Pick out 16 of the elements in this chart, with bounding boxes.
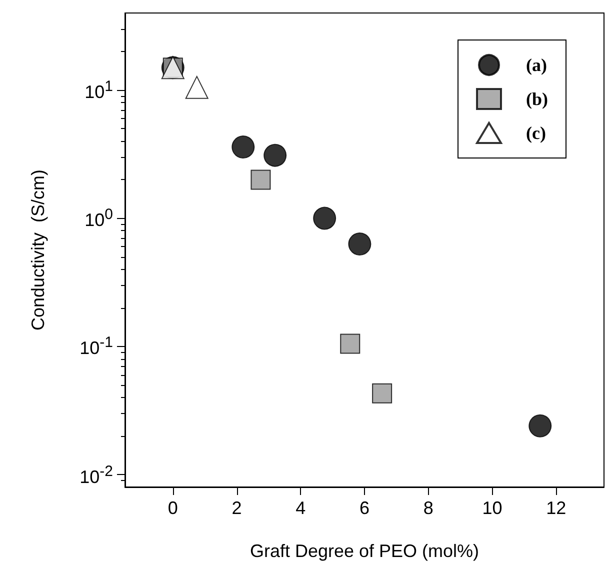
x-tick-label: 6 (359, 498, 370, 518)
y-tick-label: 10$^{0}$ (84, 206, 113, 230)
x-tick-label: 2 (232, 498, 242, 518)
legend-label: (c) (526, 123, 546, 143)
y-axis-title: Conductivity (S/cm) (28, 169, 48, 331)
legend-label: (a) (526, 55, 547, 75)
y-tick-label: 10$^{1}$ (84, 78, 113, 102)
legend-label: (b) (526, 89, 548, 109)
y-tick-label: 10$^{-2}$ (80, 462, 113, 487)
x-tick-label: 8 (423, 498, 434, 518)
x-tick-label: 0 (168, 498, 178, 518)
x-axis-title: Graft Degree of PEO (mol%) (250, 541, 480, 561)
x-tick-label: 10 (482, 498, 502, 518)
y-tick-label: 10$^{-1}$ (80, 334, 113, 358)
x-tick-label: 12 (546, 498, 566, 518)
x-tick-label: 4 (296, 498, 306, 518)
